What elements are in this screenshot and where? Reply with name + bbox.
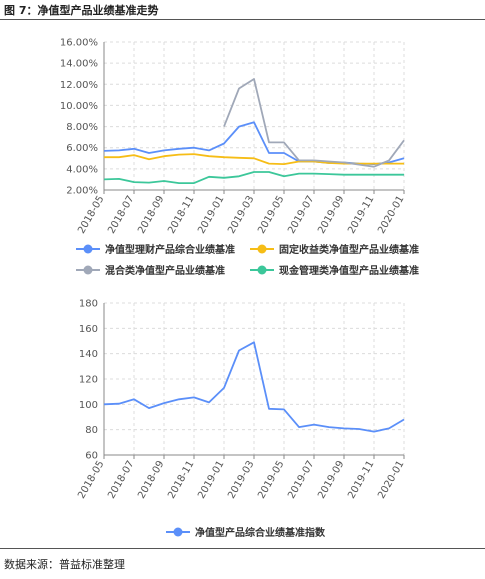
legend-label: 固定收益类净值型产品业绩基准 [279, 243, 419, 256]
x-tick-label: 2018-07 [106, 459, 136, 501]
legend-label: 现金管理类净值型产品业绩基准 [279, 264, 419, 277]
y-tick-label: 2.00% [66, 186, 98, 197]
y-tick-label: 100 [79, 400, 98, 411]
x-tick-label: 2019-01 [196, 459, 226, 501]
x-tick-label: 2019-03 [226, 459, 256, 501]
y-tick-label: 60 [85, 451, 98, 462]
x-tick-label: 2018-05 [76, 459, 106, 501]
x-tick-label: 2019-03 [226, 194, 256, 236]
legend-marker [257, 265, 267, 275]
bottom-rule [0, 548, 485, 549]
y-tick-label: 10.00% [60, 101, 98, 112]
legend-item: 固定收益类净值型产品业绩基准 [250, 243, 419, 256]
x-tick-label: 2018-09 [136, 194, 166, 236]
y-tick-label: 80 [85, 425, 98, 436]
x-tick-label: 2018-05 [76, 194, 106, 236]
legend-marker [257, 244, 267, 254]
y-tick-label: 4.00% [66, 164, 98, 175]
x-tick-label: 2019-09 [316, 194, 346, 236]
x-tick-label: 2019-05 [256, 459, 286, 501]
x-tick-label: 2020-01 [376, 194, 406, 236]
x-tick-label: 2019-05 [256, 194, 286, 236]
source-note: 数据来源：普益标准整理 [4, 558, 125, 571]
x-tick-label: 2018-09 [136, 459, 166, 501]
legend-marker [83, 244, 93, 254]
series-line-3 [223, 78, 405, 168]
legend-item: 净值型产品综合业绩基准指数 [166, 526, 326, 539]
y-tick-label: 180 [79, 299, 98, 310]
y-tick-label: 16.00% [60, 38, 98, 49]
y-tick-label: 140 [79, 349, 98, 360]
legend-label: 混合类净值型产品业绩基准 [105, 264, 225, 277]
x-tick-label: 2018-11 [166, 194, 196, 236]
legend-label: 净值型理财产品综合业绩基准 [105, 243, 235, 256]
x-tick-label: 2020-01 [376, 459, 406, 501]
y-tick-label: 120 [79, 375, 98, 386]
top-rule [0, 19, 485, 20]
series-line-4 [103, 171, 404, 184]
y-tick-label: 14.00% [60, 59, 98, 70]
x-tick-label: 2019-01 [196, 194, 226, 236]
x-tick-label: 2019-11 [346, 194, 376, 236]
chart-2: 60 80 100 120 140 160 180 2018-05 2018-07 2018-09… [76, 299, 406, 540]
x-tick-label: 2019-11 [346, 459, 376, 501]
series-line-1 [103, 341, 405, 433]
x-tick-label: 2018-07 [106, 194, 136, 236]
y-tick-label: 12.00% [60, 80, 98, 91]
legend-marker [173, 527, 183, 537]
chart-1: 2.00% 4.00% 6.00% 8.00% 10.00% 12.00% 14.00% 16… [60, 38, 419, 278]
y-tick-label: 6.00% [66, 143, 98, 154]
y-tick-label: 8.00% [66, 122, 98, 133]
x-tick-label: 2019-07 [286, 194, 316, 236]
x-tick-label: 2019-09 [316, 459, 346, 501]
legend-item: 混合类净值型产品业绩基准 [76, 264, 225, 277]
y-tick-label: 160 [79, 324, 98, 335]
legend-item: 净值型理财产品综合业绩基准 [76, 243, 235, 256]
legend-marker [83, 265, 93, 275]
x-tick-label: 2018-11 [166, 459, 196, 501]
figure-title: 图 7：净值型产品业绩基准走势 [4, 4, 159, 17]
legend-item: 现金管理类净值型产品业绩基准 [250, 264, 419, 277]
legend-label: 净值型产品综合业绩基准指数 [195, 526, 326, 539]
x-tick-label: 2019-07 [286, 459, 316, 501]
